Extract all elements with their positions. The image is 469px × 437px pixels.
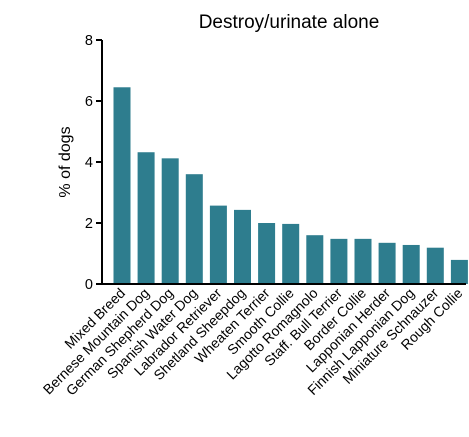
bar: [378, 242, 396, 284]
y-axis-label: % of dogs: [57, 126, 74, 197]
y-axis-ticks: 0 2 4 6 8: [85, 33, 102, 293]
bar: [161, 158, 179, 284]
bar: [282, 223, 300, 284]
y-tick-label: 8: [85, 33, 93, 49]
chart-title: Destroy/urinate alone: [199, 12, 380, 33]
bar: [258, 223, 276, 284]
y-tick-label: 4: [85, 155, 93, 171]
bar: [306, 235, 324, 284]
bar: [450, 259, 468, 284]
bar: [402, 244, 420, 284]
bar: [234, 209, 251, 284]
y-tick-label: 0: [85, 277, 93, 293]
bars-group: [113, 87, 468, 284]
y-tick-label: 2: [85, 216, 93, 232]
bar: [209, 205, 227, 284]
bar: [330, 238, 348, 284]
bar: [426, 247, 444, 284]
y-tick-label: 6: [85, 94, 93, 110]
bar: [113, 87, 131, 284]
bar: [137, 152, 155, 284]
bar: [354, 238, 372, 284]
bar: [185, 174, 203, 284]
